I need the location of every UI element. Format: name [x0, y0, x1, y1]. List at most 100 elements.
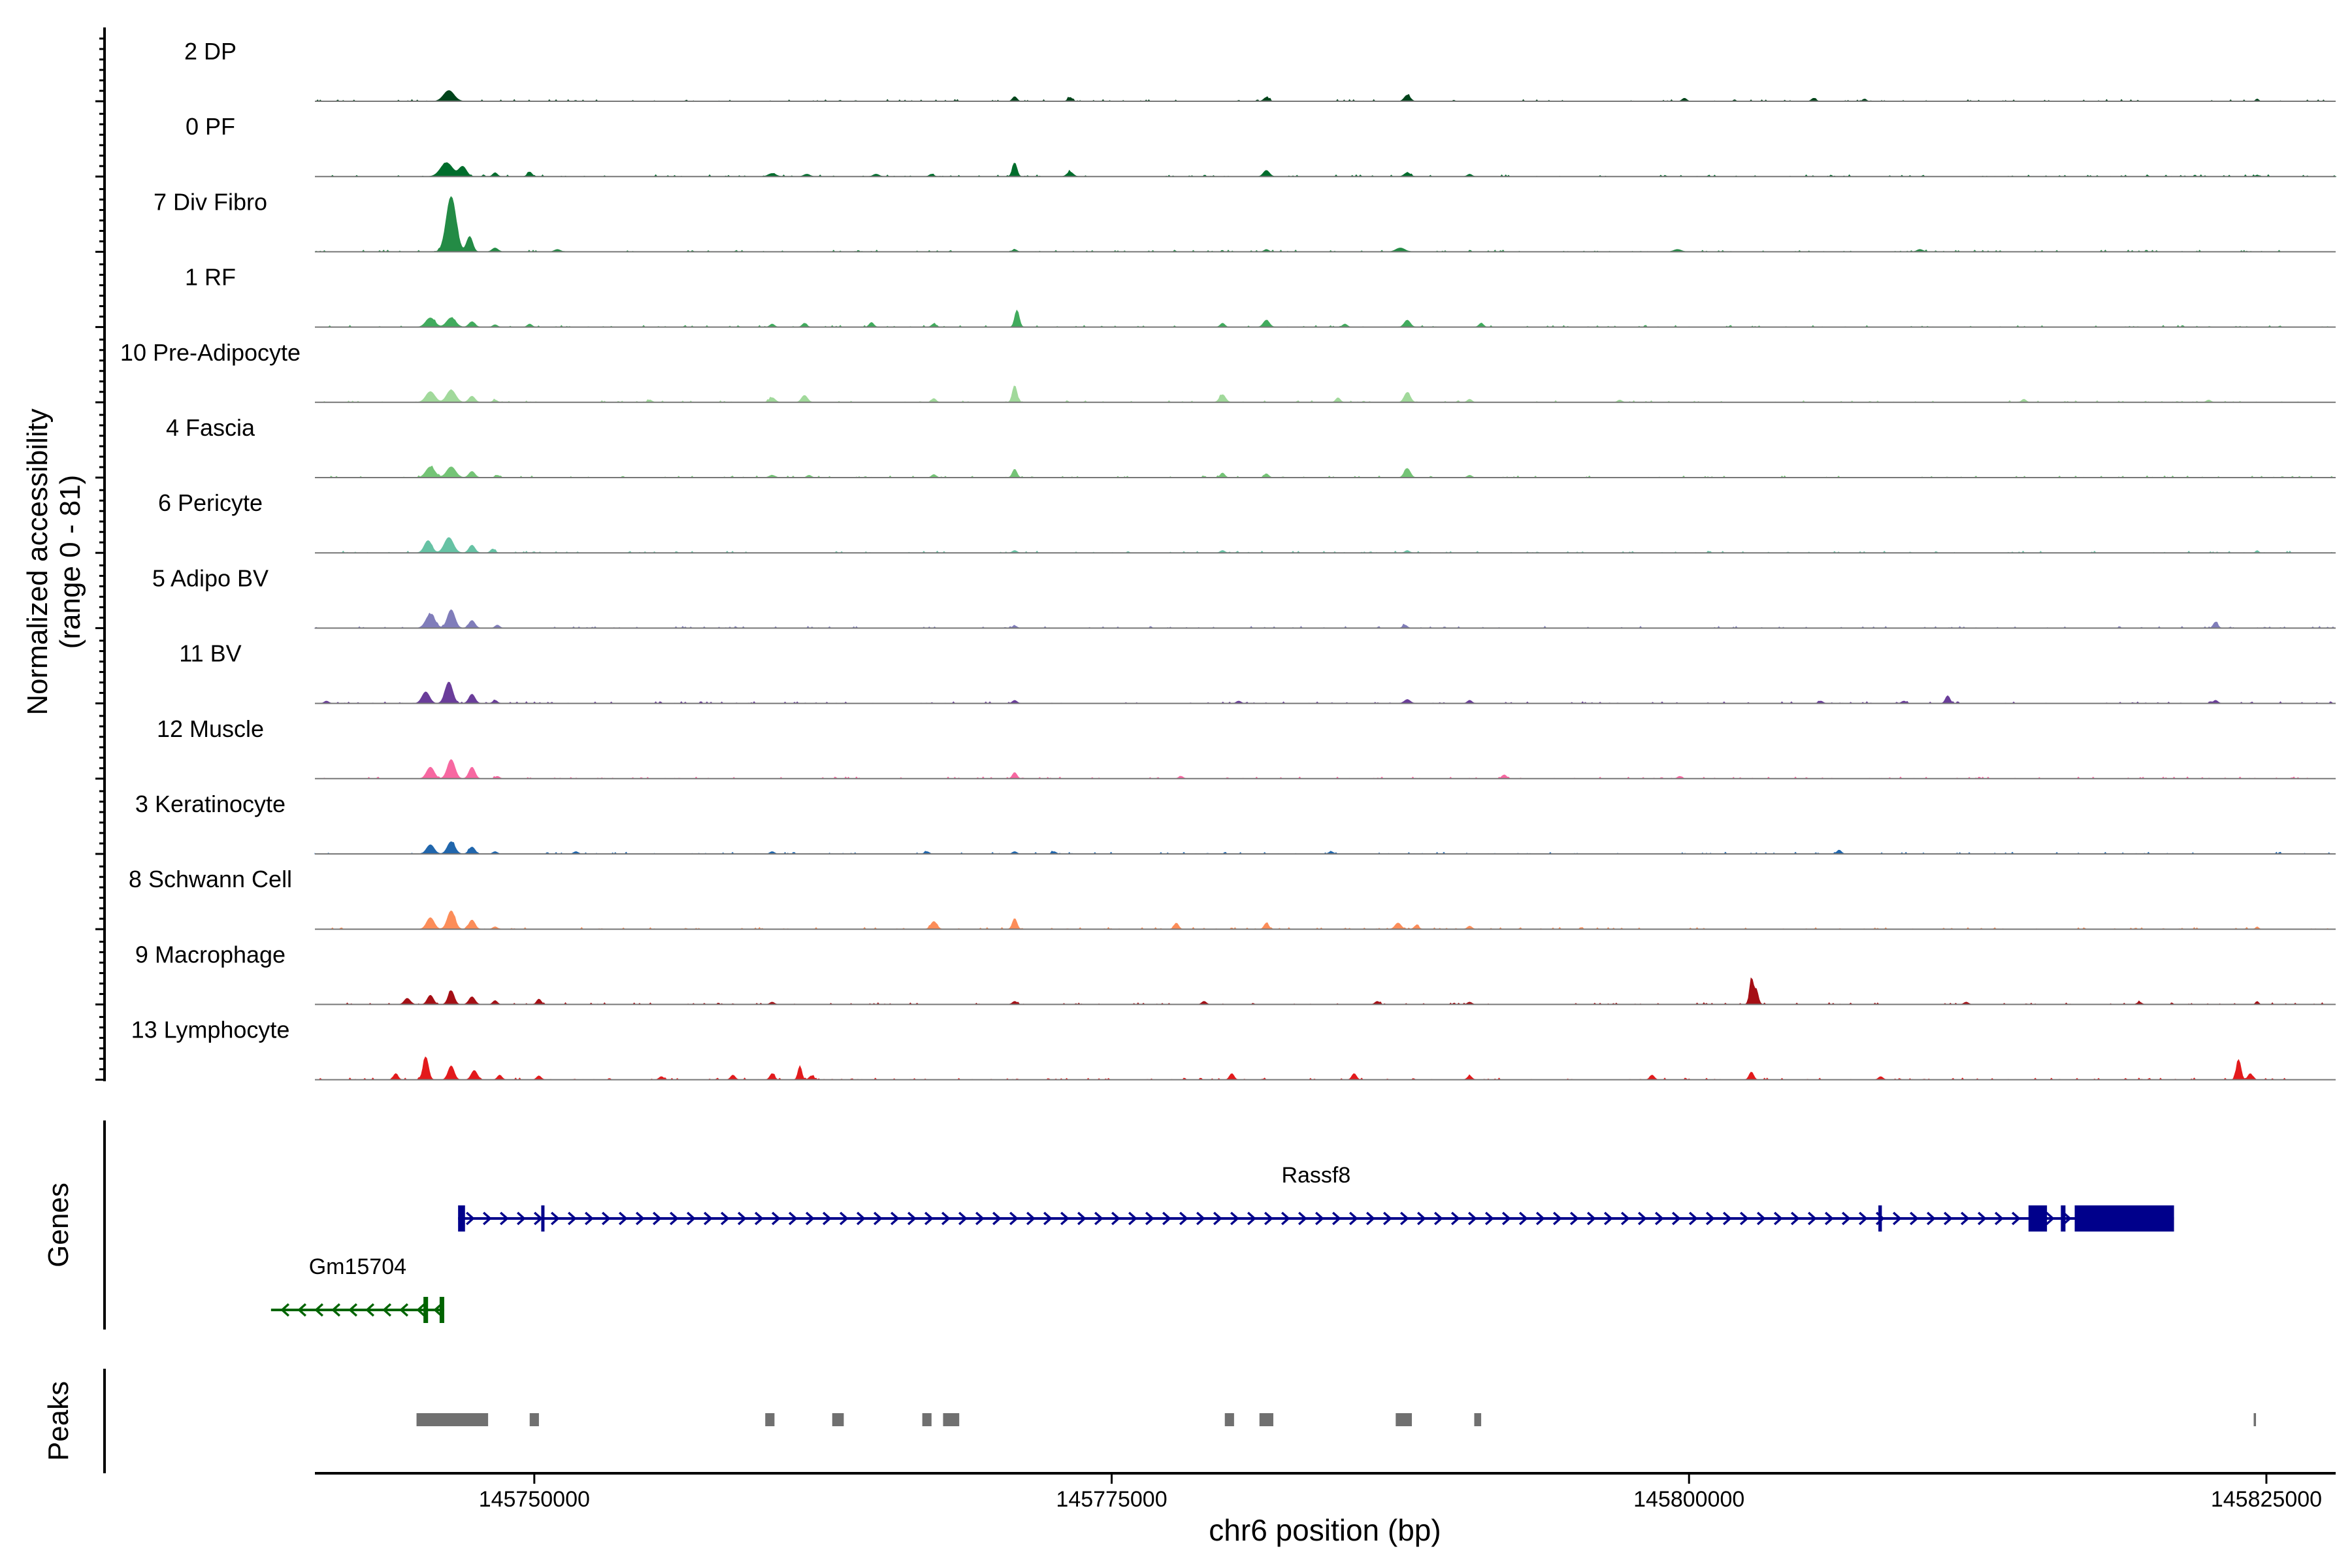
strand-arrow [1416, 1211, 1426, 1226]
gene-label: Gm15704 [309, 1254, 406, 1279]
gene-exon [1878, 1205, 1882, 1232]
genes-panel: Genes Rassf8 Gm15704 [42, 1120, 2174, 1330]
strand-arrow [1960, 1211, 1970, 1226]
strand-arrow [907, 1211, 917, 1226]
coverage-area [315, 162, 2337, 177]
x-tick-label: 145775000 [1056, 1487, 1167, 1512]
gene-exon [458, 1205, 465, 1232]
strand-arrow [890, 1211, 900, 1226]
track-11: 3 Keratinocyte [135, 791, 2336, 855]
strand-arrow [1824, 1211, 1834, 1226]
strand-arrow [516, 1211, 526, 1226]
x-axis: 145750000 145775000 145800000 145825000 [315, 1472, 2336, 1512]
strand-arrow [686, 1211, 696, 1226]
track-14: 13 Lymphocyte [131, 1017, 2336, 1081]
strand-arrow [2011, 1211, 2021, 1226]
strand-arrow [1382, 1211, 1392, 1226]
track-label: 13 Lymphocyte [131, 1017, 290, 1043]
track-label: 12 Muscle [157, 715, 264, 742]
strand-arrow [365, 1303, 375, 1317]
x-tick-label: 145750000 [479, 1487, 590, 1512]
track-7: 6 Pericyte [158, 489, 2336, 554]
strand-arrow [1365, 1211, 1375, 1226]
strand-arrow [482, 1211, 492, 1226]
gene-gm15704: Gm15704 [270, 1254, 444, 1323]
strand-arrow [1281, 1211, 1290, 1226]
peak-region [765, 1413, 775, 1426]
strand-arrow [737, 1211, 747, 1226]
peaks-label: Peaks [42, 1381, 74, 1461]
coverage-area [314, 196, 2336, 253]
strand-arrow [1926, 1211, 1936, 1226]
track-1: 2 DP [184, 38, 2336, 102]
strand-arrow [924, 1211, 934, 1226]
strand-arrow [1620, 1211, 1630, 1226]
coverage-area [315, 385, 2336, 403]
gene-exon [2074, 1205, 2174, 1232]
y-axis-title-line2: (range 0 - 81) [54, 475, 86, 649]
strand-arrow [1841, 1211, 1851, 1226]
track-label: 9 Macrophage [135, 941, 286, 968]
strand-arrow [1654, 1211, 1664, 1226]
strand-arrow [1298, 1211, 1307, 1226]
strand-arrow [2045, 1211, 2055, 1226]
strand-arrow [958, 1211, 968, 1226]
track-label: 11 BV [179, 640, 241, 667]
strand-arrow [499, 1211, 509, 1226]
strand-arrow [856, 1211, 866, 1226]
coverage-area [315, 1056, 2336, 1081]
track-label: 5 Adipo BV [152, 564, 269, 591]
strand-arrow [1756, 1211, 1766, 1226]
strand-arrow [720, 1211, 730, 1226]
gene-exon [2028, 1205, 2048, 1232]
y-axis-title: Normalized accessibility (range 0 - 81) [22, 408, 86, 715]
y-axis-title-line1: Normalized accessibility [22, 408, 54, 715]
peak-region [1224, 1413, 1234, 1426]
strand-arrow [669, 1211, 679, 1226]
track-label: 2 DP [184, 38, 237, 65]
strand-arrows [280, 1303, 443, 1317]
strand-arrow [1790, 1211, 1800, 1226]
strand-arrow [348, 1303, 358, 1317]
track-5: 10 Pre-Adipocyte [120, 339, 2336, 403]
strand-arrow [1026, 1211, 1036, 1226]
track-3: 7 Div Fibro [154, 188, 2336, 253]
strand-arrow [1213, 1211, 1222, 1226]
track-4: 1 RF [185, 264, 2336, 328]
strand-arrow [533, 1211, 543, 1226]
strand-arrow [1179, 1211, 1188, 1226]
strand-arrow [1247, 1211, 1256, 1226]
track-6: 4 Fascia [166, 414, 2336, 478]
strand-arrow [433, 1303, 443, 1317]
strand-arrow [635, 1211, 645, 1226]
strand-arrow [1909, 1211, 1919, 1226]
strand-arrow [1264, 1211, 1273, 1226]
track-label: 3 Keratinocyte [135, 791, 286, 817]
strand-arrow [1450, 1211, 1460, 1226]
strand-arrow [1230, 1211, 1239, 1226]
strand-arrow [652, 1211, 662, 1226]
coverage-area [315, 465, 2336, 478]
genes-label: Genes [42, 1183, 74, 1267]
strand-arrow [1315, 1211, 1324, 1226]
strand-arrow [1603, 1211, 1613, 1226]
strand-arrow [839, 1211, 849, 1226]
coverage-area [315, 309, 2336, 328]
strand-arrow [618, 1211, 628, 1226]
peaks-panel: Peaks [42, 1369, 2257, 1473]
strand-arrow [873, 1211, 883, 1226]
strand-arrow [1467, 1211, 1477, 1226]
strand-arrow [1196, 1211, 1205, 1226]
strand-arrow [1518, 1211, 1528, 1226]
track-label: 4 Fascia [166, 414, 255, 441]
peak-region [922, 1413, 932, 1426]
coverage-area [314, 609, 2336, 629]
strand-arrow [1162, 1211, 1171, 1226]
strand-arrow [331, 1303, 341, 1317]
track-label: 7 Div Fibro [154, 188, 267, 215]
coverage-area [315, 977, 2336, 1005]
strand-arrow [1094, 1211, 1103, 1226]
track-9: 11 BV [179, 640, 2336, 704]
x-tick-label: 145800000 [1633, 1487, 1744, 1512]
strand-arrow [1569, 1211, 1579, 1226]
